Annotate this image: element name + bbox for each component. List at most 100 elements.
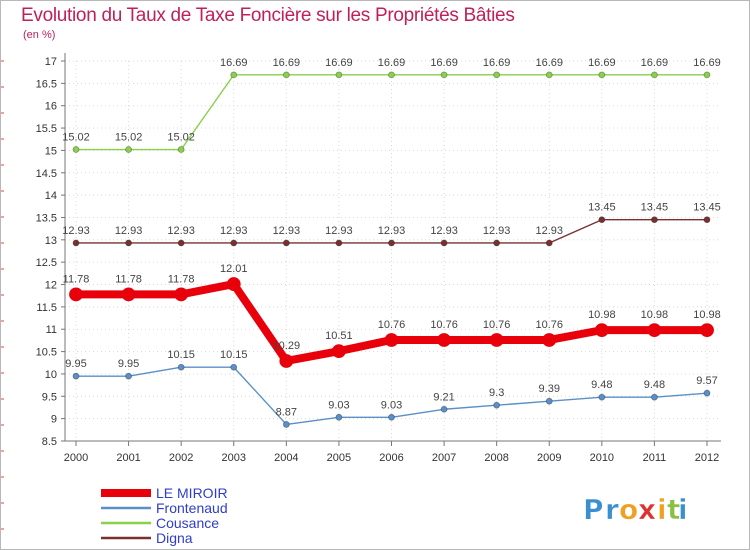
y-tick-label: 14 (45, 190, 57, 202)
y-tick-label: 12 (45, 280, 57, 292)
data-label-frontenaud: 9.03 (328, 399, 349, 411)
data-label-digna: 12.93 (535, 225, 563, 237)
data-point-frontenaud (440, 405, 448, 413)
legend-label-frontenaud: Frontenaud (156, 500, 228, 516)
data-label-cousance: 15.02 (62, 132, 90, 144)
data-label-digna: 12.93 (115, 225, 143, 237)
data-point-cousance (651, 71, 658, 79)
data-point-digna (388, 239, 395, 247)
data-point-cousance (125, 146, 132, 153)
data-label-cousance: 15.02 (167, 132, 195, 144)
data-point-digna (335, 239, 343, 247)
y-tick-label: 11 (46, 324, 57, 336)
data-point-digna (703, 216, 711, 224)
data-point-digna (72, 239, 80, 247)
data-point-le-miroir (384, 333, 399, 347)
data-point-digna (230, 239, 238, 247)
data-label-digna: 12.93 (273, 225, 301, 237)
data-label-cousance: 16.69 (273, 57, 301, 69)
data-label-digna: 13.45 (641, 202, 669, 214)
data-point-digna (177, 239, 185, 247)
data-point-frontenaud (545, 397, 553, 405)
data-point-frontenaud (335, 413, 343, 421)
logo-letter: P (583, 493, 604, 526)
y-tick-label: 11.5 (36, 302, 57, 314)
data-point-digna (493, 239, 501, 247)
data-point-le-miroir (542, 333, 557, 347)
data-point-cousance (545, 71, 553, 79)
data-label-digna: 12.93 (220, 225, 248, 237)
x-tick-label: 2011 (643, 452, 667, 464)
y-tick-label: 8.5 (42, 436, 57, 448)
chart-title: Evolution du Taux de Taxe Foncière sur l… (21, 5, 515, 26)
data-label-frontenaud: 9.21 (433, 391, 454, 403)
data-point-frontenaud (388, 413, 395, 421)
y-tick-label: 9 (51, 414, 57, 426)
data-label-cousance: 16.69 (588, 57, 616, 69)
logo-letter: i (657, 493, 667, 526)
data-label-le-miroir: 10.76 (483, 319, 511, 331)
data-point-cousance (335, 71, 343, 79)
data-label-le-miroir: 10.51 (325, 330, 353, 342)
y-tick-label: 15 (45, 145, 57, 157)
x-tick-label: 2007 (432, 452, 456, 464)
data-label-cousance: 15.02 (115, 132, 143, 144)
data-label-frontenaud: 9.48 (591, 379, 612, 391)
data-point-cousance (177, 146, 185, 153)
data-label-digna: 12.93 (378, 225, 406, 237)
data-label-le-miroir: 11.78 (168, 273, 195, 285)
data-label-cousance: 16.69 (641, 57, 669, 69)
data-point-le-miroir (279, 354, 294, 368)
y-tick-label: 12.5 (36, 257, 57, 269)
data-label-digna: 12.93 (167, 225, 195, 237)
x-tick-label: 2001 (116, 452, 140, 464)
x-tick-label: 2009 (537, 452, 561, 464)
data-label-frontenaud: 9.57 (696, 375, 717, 387)
series-layer (69, 71, 714, 428)
data-point-le-miroir (489, 333, 504, 347)
data-label-le-miroir: 10.98 (588, 309, 616, 321)
data-label-frontenaud: 9.39 (539, 383, 560, 395)
data-point-le-miroir (437, 333, 451, 347)
data-label-le-miroir: 10.29 (273, 340, 301, 352)
legend-label-le-miroir: LE MIROIR (156, 485, 228, 501)
y-tick-label: 13 (45, 235, 57, 247)
x-tick-label: 2002 (169, 452, 193, 464)
data-label-le-miroir: 11.78 (115, 273, 142, 285)
x-tick-label: 2010 (590, 452, 614, 464)
data-point-digna (545, 239, 553, 247)
data-label-cousance: 16.69 (430, 57, 458, 69)
data-label-frontenaud: 9.48 (644, 379, 665, 391)
data-label-cousance: 16.69 (483, 57, 511, 69)
y-tick-label: 14.5 (36, 168, 57, 180)
logo-letter: r (605, 493, 619, 526)
data-point-le-miroir (700, 323, 714, 338)
y-tick-label: 13.5 (36, 212, 57, 224)
data-label-cousance: 16.69 (535, 57, 563, 69)
data-label-digna: 12.93 (325, 225, 353, 237)
data-label-le-miroir: 10.98 (693, 309, 721, 321)
data-point-cousance (72, 146, 80, 153)
data-point-digna (282, 239, 290, 247)
data-point-digna (125, 239, 132, 247)
data-point-digna (440, 239, 448, 247)
data-point-le-miroir (594, 323, 609, 338)
data-label-digna: 13.45 (588, 202, 616, 214)
data-point-le-miroir (332, 344, 346, 359)
logo-letter: t (667, 493, 680, 526)
data-label-frontenaud: 9.3 (489, 387, 504, 399)
data-label-digna: 13.45 (693, 202, 721, 214)
x-tick-label: 2003 (222, 452, 246, 464)
data-label-digna: 12.93 (483, 225, 511, 237)
x-tick-label: 2000 (64, 452, 88, 464)
data-point-le-miroir (69, 287, 83, 302)
logo-letter: x (638, 493, 656, 526)
data-label-le-miroir: 10.76 (535, 319, 563, 331)
data-label-le-miroir: 10.98 (641, 309, 669, 321)
data-point-cousance (388, 71, 395, 79)
logo-letter: i (678, 493, 688, 526)
data-point-frontenaud (651, 393, 658, 401)
data-label-le-miroir: 10.76 (430, 319, 458, 331)
